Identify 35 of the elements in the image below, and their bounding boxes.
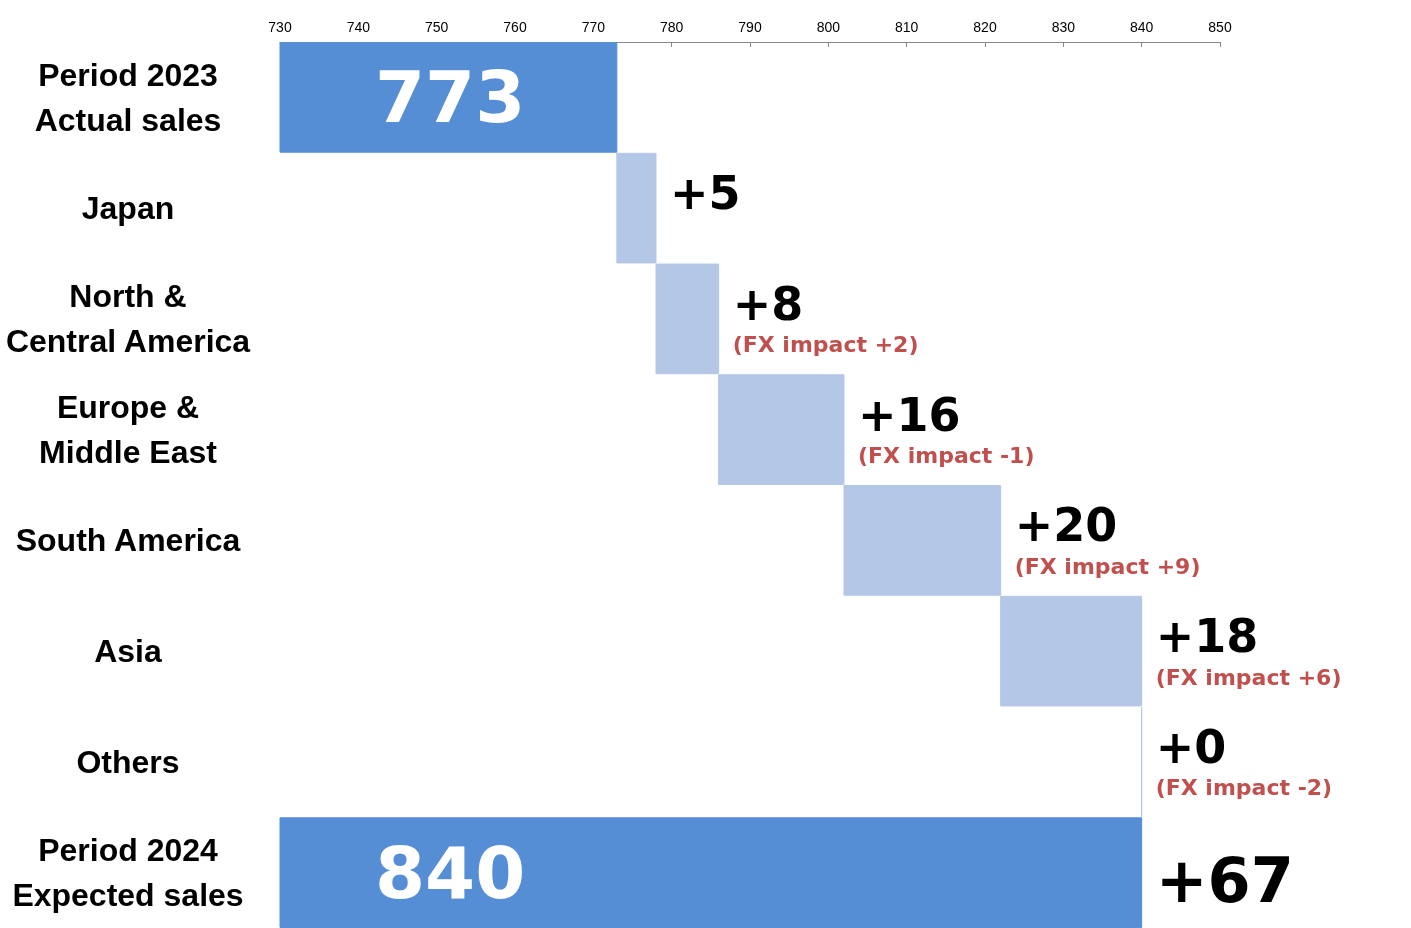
y-tick-label: South America bbox=[15, 522, 241, 559]
data-label: +5 bbox=[670, 166, 741, 221]
y-tick-label: Period 2023 Actual sales bbox=[34, 56, 222, 138]
x-tick-label: 820 bbox=[973, 19, 997, 35]
y-tick-label: Others bbox=[76, 743, 180, 780]
x-tick-label: 740 bbox=[346, 19, 371, 35]
x-tick-label: 780 bbox=[659, 19, 684, 35]
x-tick-label: 830 bbox=[1051, 19, 1076, 35]
y-tick-label: North & Central America bbox=[5, 278, 251, 360]
y-tick-label: Japan bbox=[81, 190, 175, 227]
x-tick-label: 730 bbox=[268, 19, 292, 35]
x-tick-label: 790 bbox=[738, 19, 762, 35]
x-tick-label: 850 bbox=[1208, 19, 1232, 35]
data-label: 773 bbox=[375, 55, 526, 140]
x-tick-label: 800 bbox=[816, 19, 841, 35]
annotation: +67 bbox=[1155, 844, 1294, 918]
annotation: (FX impact -1) bbox=[858, 443, 1035, 469]
x-tick-label: 840 bbox=[1129, 19, 1154, 35]
x-tick-label: 810 bbox=[894, 19, 919, 35]
annotation: (FX impact +6) bbox=[1155, 664, 1342, 690]
annotation: (FX impact +2) bbox=[732, 332, 919, 358]
y-tick-label: Europe & Middle East bbox=[39, 389, 218, 471]
data-label: +20 bbox=[1014, 498, 1118, 553]
data-label: +8 bbox=[732, 276, 804, 331]
y-tick-label: Asia bbox=[94, 633, 162, 670]
data-label: +0 bbox=[1155, 719, 1227, 774]
x-tick-label: 760 bbox=[503, 19, 527, 35]
data-label: 840 bbox=[375, 830, 526, 915]
x-tick-label: 750 bbox=[424, 19, 449, 35]
data-label: +16 bbox=[858, 387, 961, 442]
data-label: +18 bbox=[1155, 609, 1259, 664]
annotation: (FX impact -2) bbox=[1155, 775, 1333, 801]
annotation: (FX impact +9) bbox=[1014, 553, 1201, 579]
x-tick-label: 770 bbox=[581, 19, 606, 35]
y-tick-label: Period 2024 Expected sales bbox=[12, 832, 244, 914]
